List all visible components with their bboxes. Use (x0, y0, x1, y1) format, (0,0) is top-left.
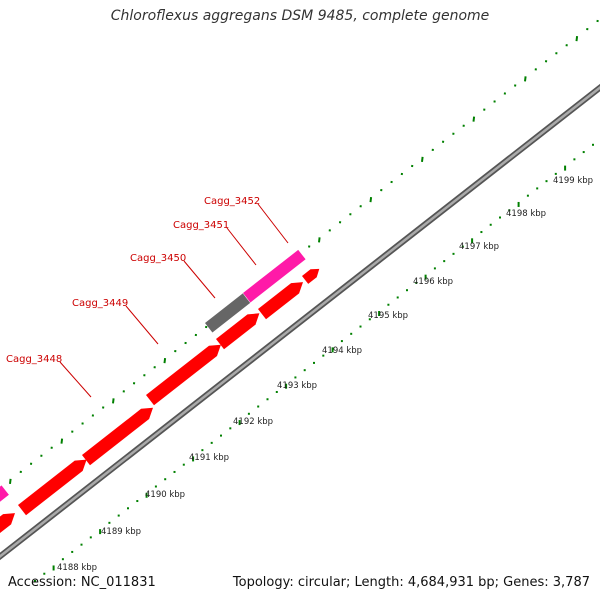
gene-arrow-pseudo (243, 249, 306, 303)
gene-arrow (0, 513, 15, 534)
scale-label: 4188 kbp (57, 563, 97, 573)
callout-leader-line (257, 203, 289, 244)
scale-label: 4196 kbp (413, 277, 453, 287)
scale-label: 4193 kbp (277, 381, 317, 391)
scale-label: 4189 kbp (101, 527, 141, 537)
map-title: Chloroflexus aggregans DSM 9485, complet… (110, 8, 490, 24)
gene-arrow (258, 282, 303, 320)
accession-text: Accession: NC_011831 (8, 575, 156, 590)
gene-arrow-unknown (205, 293, 251, 333)
major-tick (8, 478, 12, 485)
scale-label: 4199 kbp (553, 176, 593, 186)
scale-label: 4197 kbp (459, 242, 499, 252)
gene-arrow (216, 313, 260, 350)
callout-leader-line (125, 305, 159, 345)
major-tick (369, 197, 373, 203)
genome-summary-text: Topology: circular; Length: 4,684,931 bp… (232, 575, 590, 590)
gene-arrow (82, 407, 153, 466)
callout-leader-line (226, 227, 257, 266)
gene-arrow (302, 268, 320, 284)
inner-tick-ring (34, 143, 594, 582)
scale-label: 4192 kbp (233, 417, 273, 427)
scale-label: 4198 kbp (506, 209, 546, 219)
gene-label[interactable]: Cagg_3450 (130, 253, 186, 264)
gene-arrow-pseudo (0, 485, 9, 502)
callout-leader-line (59, 361, 92, 398)
scale-label: 4190 kbp (145, 490, 185, 500)
gene-track (0, 249, 320, 534)
callout-leader-line (183, 260, 216, 299)
gene-arrow (146, 344, 221, 406)
scale-labels: 4188 kbp 4189 kbp 4190 kbp 4191 kbp 4192 kbp… (57, 176, 593, 573)
gene-arrow (18, 459, 87, 516)
major-tick (523, 76, 527, 82)
gene-label[interactable]: Cagg_3452 (204, 196, 260, 207)
gene-label[interactable]: Cagg_3449 (72, 298, 128, 309)
major-tick (575, 36, 579, 42)
major-tick (60, 438, 64, 444)
scale-label: 4191 kbp (189, 453, 229, 463)
major-tick (420, 156, 424, 163)
genome-backbone-highlight (0, 86, 600, 558)
scale-label: 4195 kbp (368, 311, 408, 321)
gene-callouts: Cagg_3448 Cagg_3449 Cagg_3450 Cagg_3451 Cagg… (6, 196, 289, 398)
major-tick (163, 358, 167, 364)
major-tick (111, 398, 115, 404)
scale-label: 4194 kbp (322, 346, 362, 356)
major-tick (317, 237, 321, 243)
gene-label[interactable]: Cagg_3448 (6, 354, 62, 365)
major-tick (472, 116, 476, 122)
gene-label[interactable]: Cagg_3451 (173, 220, 229, 231)
